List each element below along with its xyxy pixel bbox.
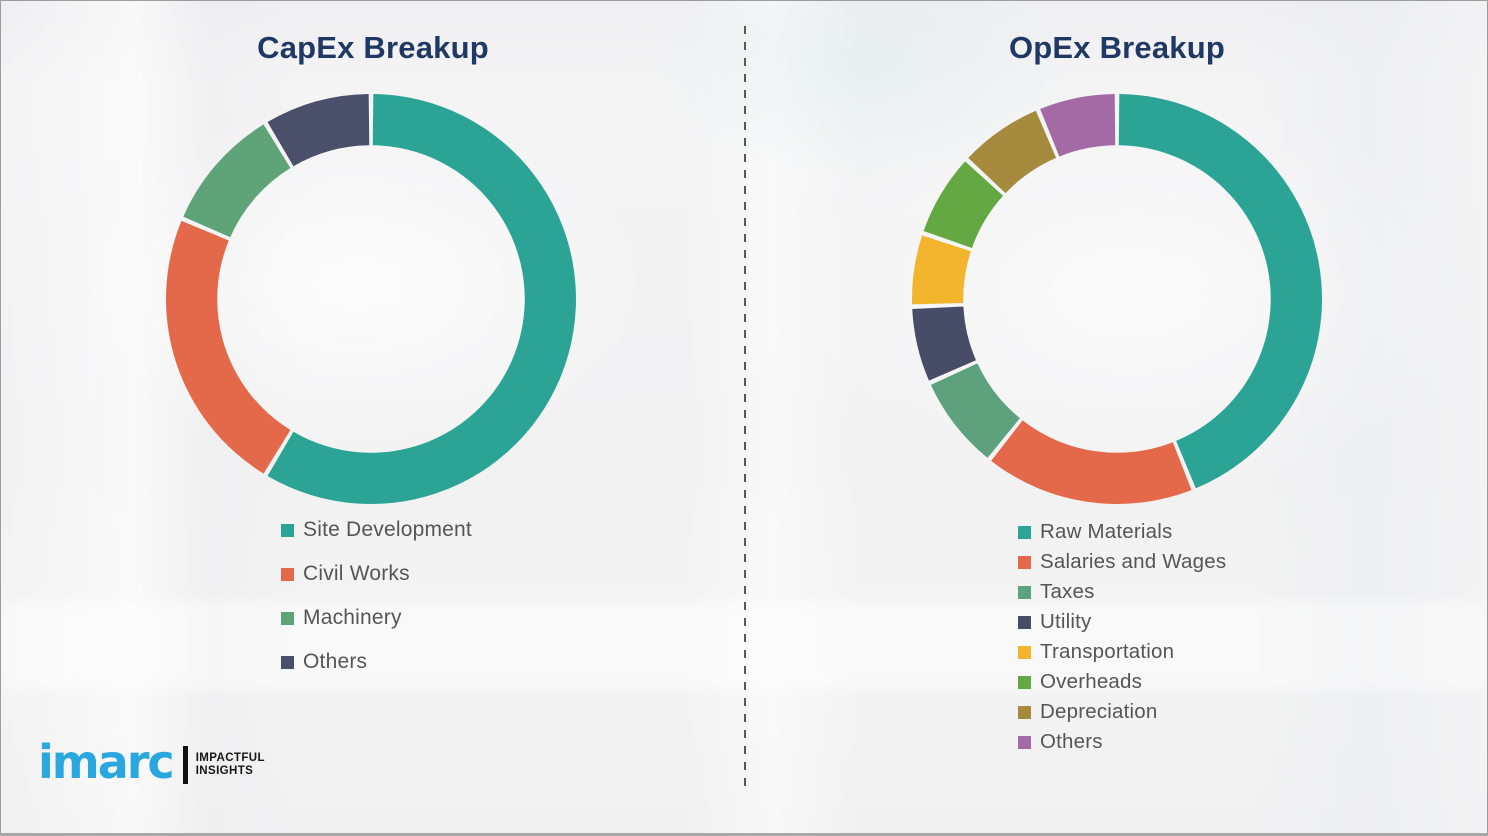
legend-label-civil-works: Civil Works xyxy=(303,562,410,585)
donut-segment-civil-works xyxy=(165,220,291,474)
donut-segment-taxes xyxy=(930,363,1020,458)
legend-item-salaries-and-wages: Salaries and Wages xyxy=(1018,547,1226,577)
legend-label-overheads: Overheads xyxy=(1040,670,1143,693)
legend-swatch-salaries-and-wages xyxy=(1018,555,1031,569)
legend-swatch-taxes xyxy=(1018,585,1031,599)
legend-swatch-utility xyxy=(1018,615,1031,629)
legend-swatch-others xyxy=(281,655,294,669)
legend-item-transportation: Transportation xyxy=(1018,637,1226,667)
legend-swatch-others xyxy=(1018,735,1031,749)
donut-segment-depreciation xyxy=(968,110,1057,194)
legend-label-site-development: Site Development xyxy=(303,518,472,541)
imarc-tagline-line2: INSIGHTS xyxy=(195,765,254,777)
legend-item-others: Others xyxy=(281,640,472,684)
legend-item-raw-materials: Raw Materials xyxy=(1018,517,1226,547)
donut-segment-transportation xyxy=(911,235,971,305)
opex-chart-title: OpEx Breakup xyxy=(1008,30,1226,65)
legend-swatch-machinery xyxy=(281,611,294,625)
capex-chart-title: CapEx Breakup xyxy=(257,30,489,65)
legend-label-others: Others xyxy=(303,650,368,673)
legend-item-civil-works: Civil Works xyxy=(281,552,472,596)
donut-segment-machinery xyxy=(183,124,291,238)
imarc-logo-wordmark: imarc xyxy=(38,735,175,789)
legend-swatch-overheads xyxy=(1018,675,1031,689)
capex-donut-chart xyxy=(165,94,576,504)
legend-item-depreciation: Depreciation xyxy=(1018,697,1226,727)
legend-swatch-raw-materials xyxy=(1018,525,1031,539)
imarc-logo-divider-bar xyxy=(182,746,188,784)
legend-swatch-site-development xyxy=(281,523,294,537)
legend-swatch-civil-works xyxy=(281,567,294,581)
legend-label-transportation: Transportation xyxy=(1040,640,1175,663)
donut-segment-utility xyxy=(912,306,976,381)
donut-segment-others xyxy=(267,94,370,167)
donut-segment-overheads xyxy=(923,161,1004,249)
imarc-logo-tagline: IMPACTFUL INSIGHTS xyxy=(196,752,265,778)
legend-swatch-transportation xyxy=(1018,645,1031,659)
donut-segment-raw-materials xyxy=(1118,94,1322,489)
donut-segment-others xyxy=(1040,94,1116,157)
legend-label-taxes: Taxes xyxy=(1040,580,1095,603)
legend-label-depreciation: Depreciation xyxy=(1040,700,1158,723)
donut-segment-site-development xyxy=(267,94,576,504)
legend-item-machinery: Machinery xyxy=(281,596,472,640)
center-divider-dashed-line xyxy=(744,26,746,792)
legend-item-taxes: Taxes xyxy=(1018,577,1226,607)
legend-label-machinery: Machinery xyxy=(303,606,402,629)
opex-legend: Raw Materials Salaries and Wages Taxes Util… xyxy=(1018,517,1226,757)
imarc-tagline-line1: IMPACTFUL xyxy=(195,752,265,764)
donut-segment-salaries-and-wages xyxy=(991,420,1192,504)
capex-legend: Site Development Civil Works Machinery Othe… xyxy=(281,508,472,684)
opex-donut-chart xyxy=(911,94,1322,504)
legend-label-raw-materials: Raw Materials xyxy=(1040,520,1173,543)
legend-label-others: Others xyxy=(1040,730,1103,753)
legend-label-salaries-and-wages: Salaries and Wages xyxy=(1040,550,1227,573)
imarc-logo: imarc IMPACTFUL INSIGHTS xyxy=(38,734,265,790)
legend-item-overheads: Overheads xyxy=(1018,667,1226,697)
legend-item-utility: Utility xyxy=(1018,607,1226,637)
legend-swatch-depreciation xyxy=(1018,705,1031,719)
legend-label-utility: Utility xyxy=(1040,610,1092,633)
legend-item-site-development: Site Development xyxy=(281,508,472,552)
legend-item-others: Others xyxy=(1018,727,1226,757)
